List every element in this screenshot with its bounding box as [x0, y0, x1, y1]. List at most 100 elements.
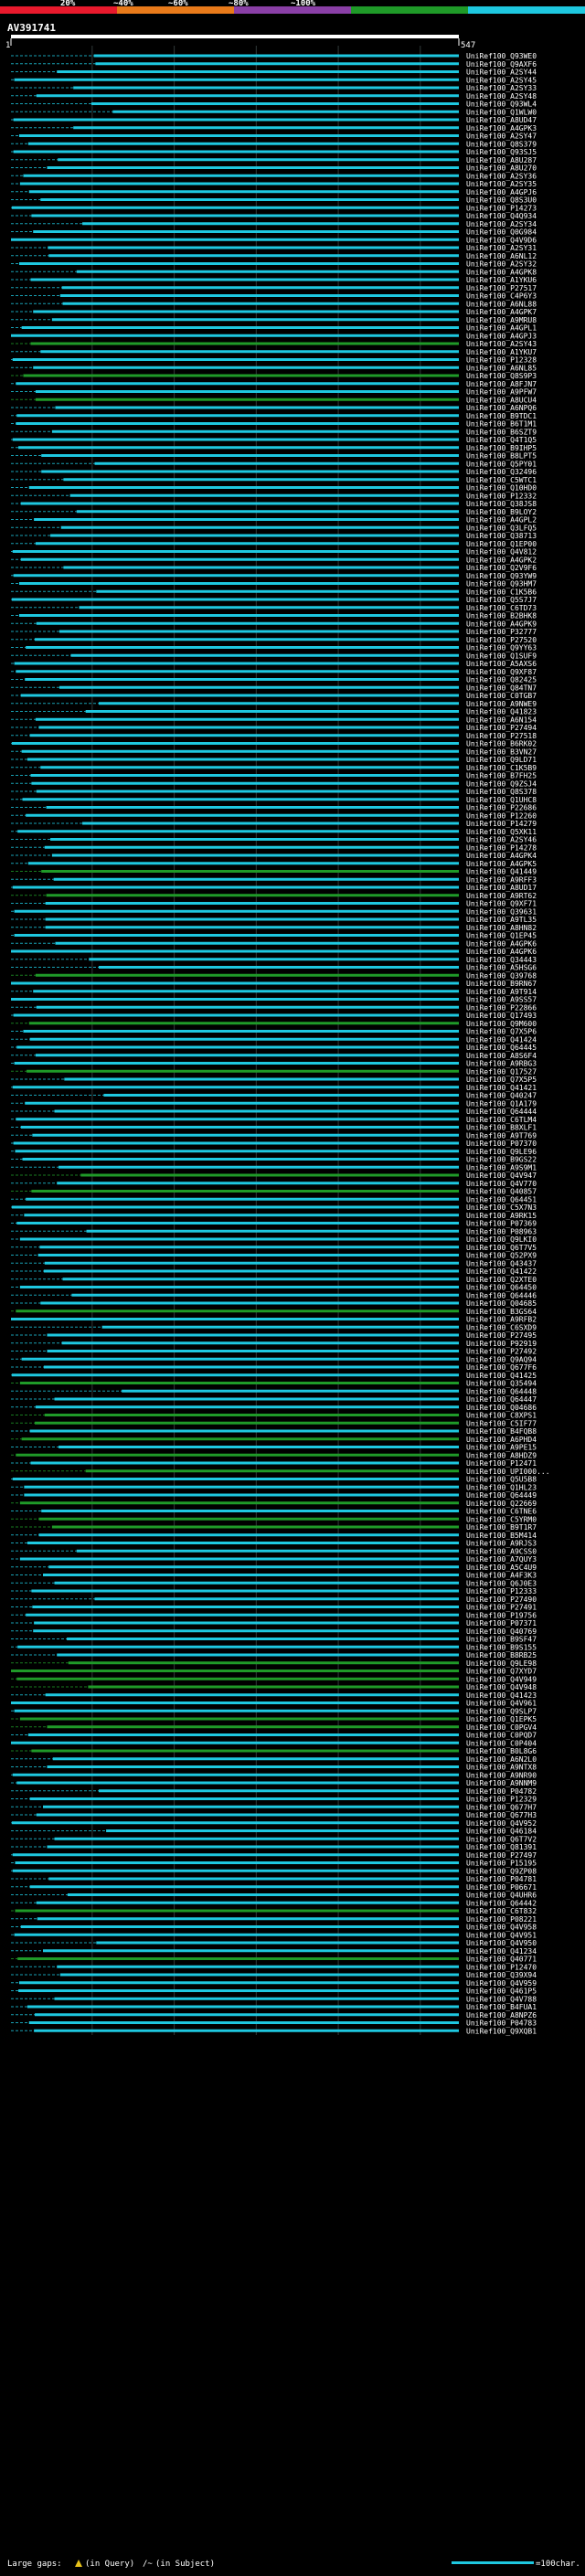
- hit-id[interactable]: UniRef100_P14278: [466, 843, 537, 852]
- hit-id[interactable]: UniRef100_A9CSS0: [466, 1547, 537, 1555]
- hit-row[interactable]: UniRef100_Q93WL4: [11, 101, 537, 109]
- hit-row[interactable]: UniRef100_Q64442: [11, 1899, 537, 1907]
- hit-row[interactable]: UniRef100_Q4Q934: [11, 212, 537, 220]
- hit-id[interactable]: UniRef100_B2BHK8: [466, 612, 537, 620]
- hit-id[interactable]: UniRef100_A8HN82: [466, 924, 537, 932]
- hit-row[interactable]: UniRef100_P06671: [11, 1883, 537, 1892]
- hit-row[interactable]: UniRef100_P12260: [11, 811, 537, 820]
- hit-id[interactable]: UniRef100_Q38JS8: [466, 500, 537, 508]
- hit-row[interactable]: UniRef100_Q82425: [11, 676, 537, 684]
- hit-row[interactable]: UniRef100_Q9SLP7: [11, 1707, 537, 1715]
- hit-row[interactable]: UniRef100_Q39X94: [11, 1971, 537, 1979]
- hit-id[interactable]: UniRef100_P08221: [466, 1915, 537, 1924]
- hit-id[interactable]: UniRef100_C6SXD9: [466, 1323, 537, 1331]
- hit-row[interactable]: UniRef100_P14273: [11, 204, 537, 212]
- hit-id[interactable]: UniRef100_Q8S379: [466, 140, 537, 148]
- hit-id[interactable]: UniRef100_A8S6F4: [466, 1052, 537, 1060]
- hit-row[interactable]: UniRef100_Q9XF71: [11, 900, 537, 908]
- hit-row[interactable]: UniRef100_Q5S7J7: [11, 596, 537, 604]
- hit-row[interactable]: UniRef100_A9RFF3: [11, 875, 537, 884]
- hit-id[interactable]: UniRef100_B9LOY2: [466, 508, 537, 516]
- hit-id[interactable]: UniRef100_A2SY31: [466, 244, 537, 252]
- hit-row[interactable]: UniRef100_A9NTX8: [11, 1764, 537, 1772]
- hit-row[interactable]: UniRef100_Q9LE96: [11, 1148, 537, 1156]
- hit-id[interactable]: UniRef100_A5C4U9: [466, 1564, 537, 1572]
- hit-id[interactable]: UniRef100_Q4UHR6: [466, 1892, 537, 1900]
- hit-id[interactable]: UniRef100_P27492: [466, 1348, 537, 1356]
- hit-id[interactable]: UniRef100_Q9AQ94: [466, 1355, 537, 1363]
- hit-row[interactable]: UniRef100_Q1SUF9: [11, 652, 537, 660]
- hit-id[interactable]: UniRef100_Q461P5: [466, 1988, 537, 1996]
- hit-row[interactable]: UniRef100_A5AXS6: [11, 660, 537, 668]
- hit-id[interactable]: UniRef100_C6TLM4: [466, 1116, 537, 1124]
- hit-id[interactable]: UniRef100_A6NPQ6: [466, 404, 537, 412]
- hit-row[interactable]: UniRef100_Q40857: [11, 1188, 537, 1196]
- hit-row[interactable]: UniRef100_A4GPJ3: [11, 332, 537, 340]
- hit-row[interactable]: UniRef100_B9TDC1: [11, 412, 537, 420]
- hit-id[interactable]: UniRef100_P12329: [466, 1796, 537, 1804]
- hit-id[interactable]: UniRef100_Q9LD71: [466, 756, 537, 764]
- hit-id[interactable]: UniRef100_A4GPK2: [466, 556, 537, 564]
- hit-id[interactable]: UniRef100_Q41823: [466, 708, 537, 716]
- hit-row[interactable]: UniRef100_B4FQB8: [11, 1427, 537, 1436]
- hit-row[interactable]: UniRef100_Q40771: [11, 1956, 537, 1964]
- hit-row[interactable]: UniRef100_Q38713: [11, 532, 537, 540]
- hit-row[interactable]: UniRef100_C5X7N3: [11, 1203, 537, 1212]
- hit-id[interactable]: UniRef100_A7QUY3: [466, 1555, 537, 1564]
- hit-id[interactable]: UniRef100_Q93WL4: [466, 101, 537, 109]
- hit-id[interactable]: UniRef100_Q41422: [466, 1267, 537, 1276]
- hit-row[interactable]: UniRef100_Q64451: [11, 1195, 537, 1203]
- hit-id[interactable]: UniRef100_Q32496: [466, 468, 537, 476]
- hit-id[interactable]: UniRef100_Q9XF87: [466, 668, 537, 676]
- hit-id[interactable]: UniRef100_Q9LE96: [466, 1148, 537, 1156]
- hit-id[interactable]: UniRef100_Q41425: [466, 1372, 537, 1380]
- hit-id[interactable]: UniRef100_Q64445: [466, 1044, 537, 1052]
- hit-row[interactable]: UniRef100_Q40769: [11, 1627, 537, 1636]
- hit-id[interactable]: UniRef100_Q93HM7: [466, 580, 537, 588]
- hit-id[interactable]: UniRef100_Q7XYD7: [466, 1668, 537, 1676]
- hit-row[interactable]: UniRef100_A6N154: [11, 716, 537, 724]
- hit-id[interactable]: UniRef100_C0TGB7: [466, 692, 537, 700]
- hit-row[interactable]: UniRef100_A1YKU6: [11, 276, 537, 284]
- hit-id[interactable]: UniRef100_Q39768: [466, 971, 537, 980]
- hit-row[interactable]: UniRef100_Q9ZP08: [11, 1867, 537, 1875]
- hit-row[interactable]: UniRef100_A4GPL1: [11, 324, 537, 333]
- hit-id[interactable]: UniRef100_P22866: [466, 1003, 537, 1012]
- hit-id[interactable]: UniRef100_Q1A179: [466, 1099, 537, 1108]
- hit-id[interactable]: UniRef100_P07370: [466, 1140, 537, 1148]
- hit-row[interactable]: UniRef100_C6SXD9: [11, 1323, 537, 1331]
- hit-row[interactable]: UniRef100_Q8S378: [11, 788, 537, 796]
- hit-row[interactable]: UniRef100_A4GPK7: [11, 308, 537, 316]
- hit-id[interactable]: UniRef100_Q4V952: [466, 1819, 537, 1828]
- hit-row[interactable]: UniRef100_Q41423: [11, 1691, 537, 1700]
- hit-row[interactable]: UniRef100_Q4V961: [11, 1700, 537, 1708]
- hit-id[interactable]: UniRef100_A2SY47: [466, 133, 537, 141]
- hit-row[interactable]: UniRef100_Q6T7V5: [11, 1244, 537, 1252]
- hit-row[interactable]: UniRef100_UPI000...: [11, 1468, 550, 1476]
- hit-row[interactable]: UniRef100_Q32496: [11, 468, 537, 476]
- hit-id[interactable]: UniRef100_A5HSG6: [466, 964, 537, 972]
- hit-id[interactable]: UniRef100_Q9XF71: [466, 900, 537, 908]
- hit-id[interactable]: UniRef100_C0P404: [466, 1739, 537, 1747]
- hit-row[interactable]: UniRef100_Q52PX9: [11, 1252, 537, 1260]
- hit-row[interactable]: UniRef100_A4GPL2: [11, 516, 537, 525]
- hit-id[interactable]: UniRef100_Q64450: [466, 1284, 537, 1292]
- hit-row[interactable]: UniRef100_Q41449: [11, 868, 537, 876]
- hit-row[interactable]: UniRef100_Q461P5: [11, 1988, 537, 1996]
- hit-row[interactable]: UniRef100_A2SY45: [11, 76, 537, 84]
- hit-row[interactable]: UniRef100_P32777: [11, 628, 537, 636]
- hit-row[interactable]: UniRef100_A9PE15: [11, 1444, 537, 1452]
- hit-row[interactable]: UniRef100_B4FUA1: [11, 2003, 537, 2011]
- hit-id[interactable]: UniRef100_A6N154: [466, 716, 537, 724]
- hit-id[interactable]: UniRef100_P04783: [466, 2019, 537, 2028]
- hit-id[interactable]: UniRef100_Q43437: [466, 1259, 537, 1267]
- hit-id[interactable]: UniRef100_P32777: [466, 628, 537, 636]
- hit-row[interactable]: UniRef100_A6NL85: [11, 364, 537, 372]
- hit-id[interactable]: UniRef100_A9NTX8: [466, 1764, 537, 1772]
- hit-row[interactable]: UniRef100_Q2V9F6: [11, 564, 537, 572]
- hit-row[interactable]: UniRef100_Q64445: [11, 1044, 537, 1052]
- hit-id[interactable]: UniRef100_Q677H7: [466, 1803, 537, 1811]
- hit-row[interactable]: UniRef100_B0L8G6: [11, 1747, 537, 1755]
- hit-id[interactable]: UniRef100_Q9LE98: [466, 1659, 537, 1668]
- hit-row[interactable]: UniRef100_C8XPS1: [11, 1412, 537, 1420]
